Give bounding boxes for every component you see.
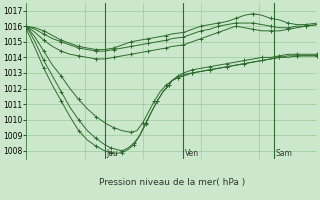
Text: Jeu: Jeu xyxy=(106,149,118,158)
Text: Sam: Sam xyxy=(275,149,292,158)
Text: Ven: Ven xyxy=(185,149,199,158)
X-axis label: Pression niveau de la mer( hPa ): Pression niveau de la mer( hPa ) xyxy=(99,178,245,187)
